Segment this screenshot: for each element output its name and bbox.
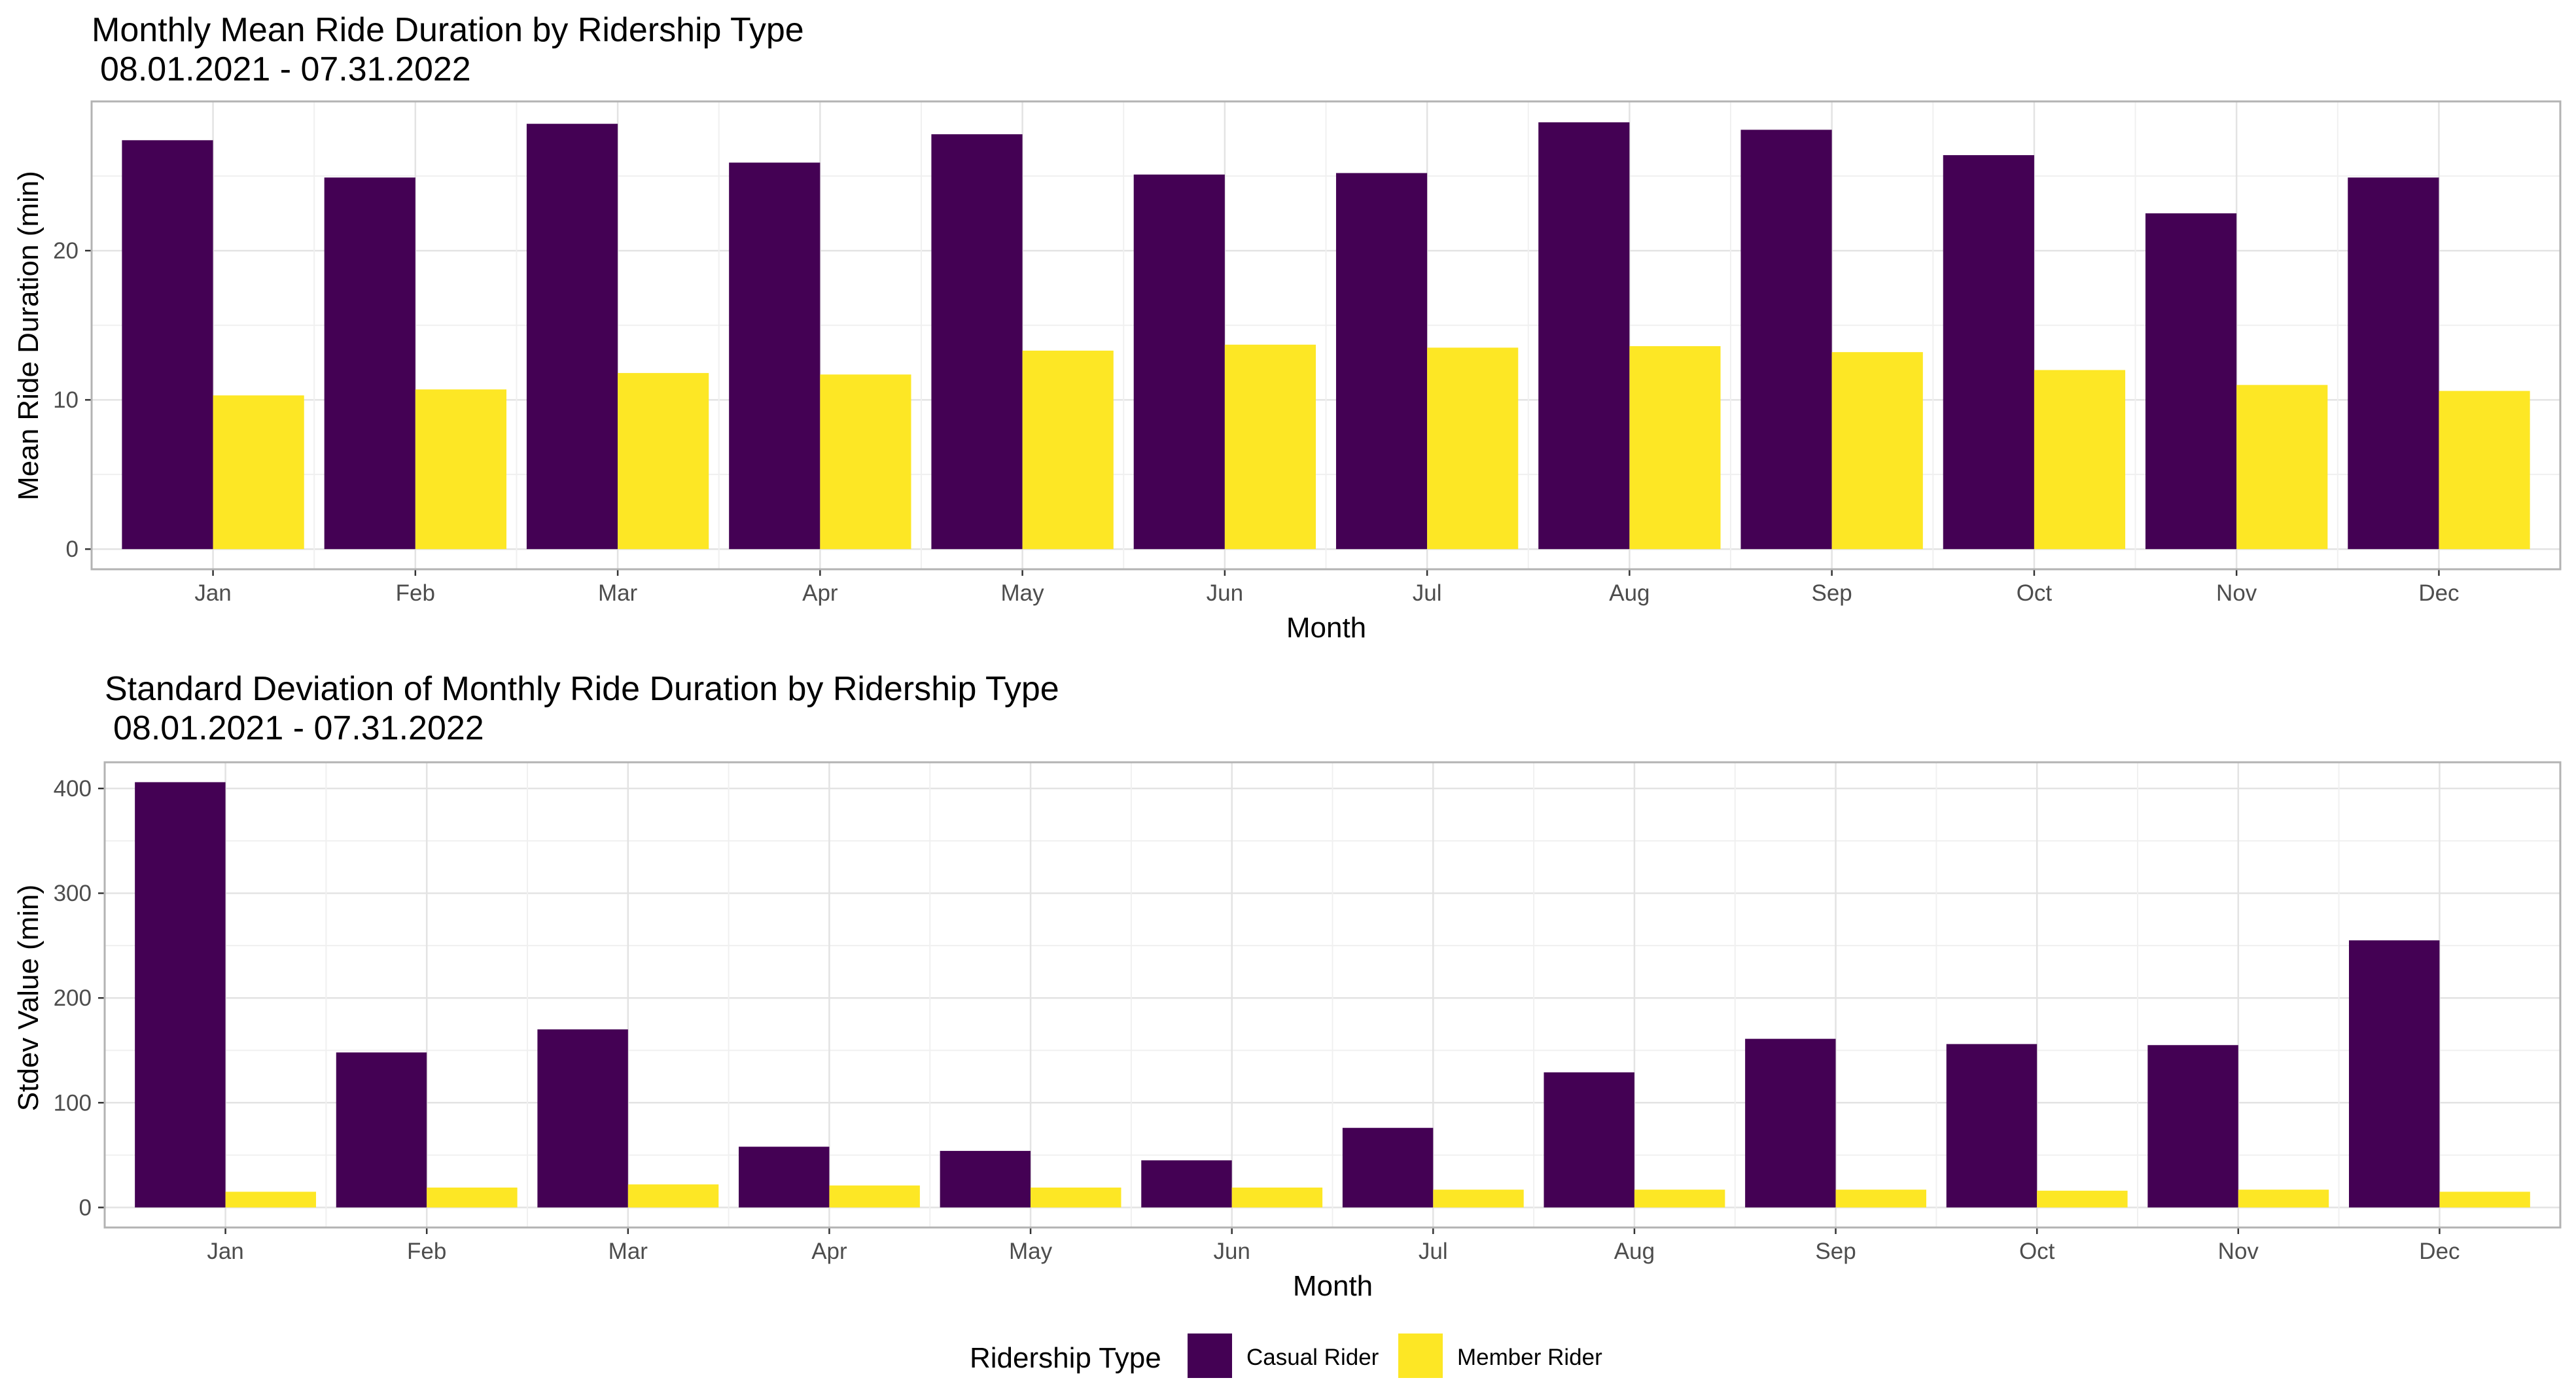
chart-1-panel: 0 10 20 Jan Feb Mar Apr May Jun Jul Aug Sep Oct Nov De… — [53, 100, 2562, 606]
x-tick-label: Dec — [2418, 580, 2459, 606]
legend-label-casual-rider: Casual Rider — [1246, 1345, 1379, 1370]
x-tick-label: Oct — [2017, 580, 2053, 606]
bar-casual-rider-dec — [2348, 940, 2440, 1208]
chart-1-subtitle: 08.01.2021 - 07.31.2022 — [100, 50, 471, 88]
y-tick-label: 0 — [66, 537, 79, 562]
x-tick-label: Nov — [2216, 580, 2257, 606]
bar-member-rider-nov — [2238, 1190, 2329, 1208]
bar-casual-rider-nov — [2145, 213, 2237, 550]
chart-1-title: Monthly Mean Ride Duration by Ridership … — [92, 11, 804, 49]
bar-member-rider-aug — [1629, 346, 1721, 550]
bar-casual-rider-aug — [1538, 122, 1630, 550]
bar-member-rider-jul — [1433, 1190, 1524, 1208]
bar-member-rider-apr — [820, 374, 911, 550]
y-tick-label: 100 — [54, 1090, 92, 1116]
chart-2-panel: 0 100 200 300 400 Jan Feb Mar Apr May Jun Jul Aug Sep… — [54, 761, 2562, 1264]
x-tick-label: Jan — [194, 580, 231, 606]
bar-casual-rider-apr — [729, 162, 820, 550]
y-tick-label: 300 — [54, 881, 92, 906]
chart-2-x-axis-title: Month — [1293, 1270, 1373, 1302]
bar-member-rider-nov — [2236, 385, 2328, 550]
bar-casual-rider-may — [940, 1150, 1031, 1208]
x-tick-label: Sep — [1815, 1239, 1856, 1264]
bar-casual-rider-jan — [135, 782, 226, 1208]
panel-border — [90, 100, 2562, 571]
bar-member-rider-aug — [1634, 1190, 1725, 1208]
bar-casual-rider-nov — [2147, 1045, 2238, 1208]
bar-member-rider-jan — [225, 1192, 317, 1208]
x-tick-label: Mar — [598, 580, 638, 606]
bar-member-rider-mar — [618, 373, 709, 550]
x-tick-label: Mar — [609, 1239, 648, 1264]
x-tick-label: Jul — [1413, 580, 1442, 606]
bar-member-rider-may — [1022, 350, 1114, 550]
bar-member-rider-dec — [2439, 1192, 2530, 1208]
x-tick-label: May — [1001, 580, 1045, 606]
x-tick-label: Apr — [811, 1239, 847, 1264]
bar-member-rider-jun — [1224, 344, 1316, 550]
bar-casual-rider-jun — [1141, 1160, 1232, 1208]
bar-casual-rider-feb — [336, 1052, 427, 1208]
x-tick-label: Feb — [396, 580, 435, 606]
panel-border — [103, 761, 2562, 1229]
x-tick-label: Aug — [1609, 580, 1650, 606]
bar-member-rider-apr — [829, 1185, 920, 1208]
bar-casual-rider-oct — [1946, 1044, 2038, 1208]
bar-casual-rider-feb — [324, 177, 415, 550]
bar-member-rider-feb — [427, 1187, 518, 1208]
bar-member-rider-sep — [1831, 352, 1923, 550]
chart-2-subtitle: 08.01.2021 - 07.31.2022 — [113, 709, 484, 747]
bar-casual-rider-jun — [1133, 174, 1225, 550]
x-tick-label: Jul — [1419, 1239, 1448, 1264]
bar-casual-rider-mar — [537, 1029, 628, 1208]
x-tick-label: Aug — [1614, 1239, 1655, 1264]
chart-2-y-axis-title: Stdev Value (min) — [12, 885, 44, 1111]
bar-casual-rider-aug — [1544, 1072, 1634, 1208]
bar-casual-rider-jul — [1335, 173, 1428, 550]
bar-casual-rider-may — [931, 134, 1023, 550]
bar-member-rider-may — [1031, 1187, 1121, 1208]
x-tick-label: Jun — [1207, 580, 1243, 606]
legend-title: Ridership Type — [970, 1342, 1161, 1374]
chart-1-x-axis-title: Month — [1286, 612, 1366, 644]
x-tick-label: Apr — [802, 580, 838, 606]
chart-2-title: Standard Deviation of Monthly Ride Durat… — [105, 670, 1059, 708]
bar-casual-rider-mar — [526, 124, 618, 550]
bar-member-rider-jun — [1231, 1187, 1323, 1208]
bar-member-rider-feb — [415, 389, 506, 550]
bar-member-rider-oct — [2034, 370, 2126, 550]
legend-swatch-member-rider — [1398, 1333, 1443, 1378]
x-tick-label: Jun — [1213, 1239, 1250, 1264]
y-tick-label: 0 — [79, 1195, 92, 1220]
bar-member-rider-mar — [627, 1184, 719, 1208]
bar-member-rider-jul — [1427, 347, 1519, 550]
bar-casual-rider-oct — [1943, 155, 2034, 550]
y-tick-label: 200 — [54, 985, 92, 1011]
bar-member-rider-jan — [213, 395, 304, 550]
x-tick-label: Dec — [2419, 1239, 2460, 1264]
bar-casual-rider-jan — [122, 140, 213, 550]
bar-member-rider-oct — [2037, 1190, 2128, 1208]
bar-casual-rider-apr — [739, 1146, 830, 1208]
y-tick-label: 400 — [54, 776, 92, 802]
legend-swatch-casual-rider — [1188, 1333, 1232, 1378]
legend: Ridership Type Casual Rider Member Rider — [970, 1333, 1602, 1378]
bar-casual-rider-sep — [1740, 130, 1832, 550]
x-tick-label: Feb — [407, 1239, 446, 1264]
legend-label-member-rider: Member Rider — [1457, 1345, 1602, 1370]
bar-member-rider-dec — [2439, 391, 2530, 550]
y-tick-label: 20 — [53, 238, 79, 264]
chart-1-y-axis-title: Mean Ride Duration (min) — [12, 171, 44, 501]
y-tick-label: 10 — [53, 387, 79, 413]
bar-casual-rider-sep — [1745, 1038, 1836, 1208]
x-tick-label: Oct — [2019, 1239, 2055, 1264]
bar-casual-rider-dec — [2348, 177, 2439, 550]
bar-member-rider-sep — [1835, 1190, 1926, 1208]
x-tick-label: May — [1009, 1239, 1053, 1264]
x-tick-label: Nov — [2218, 1239, 2259, 1264]
x-tick-label: Sep — [1812, 580, 1852, 606]
x-tick-label: Jan — [207, 1239, 243, 1264]
bar-casual-rider-jul — [1342, 1127, 1434, 1208]
